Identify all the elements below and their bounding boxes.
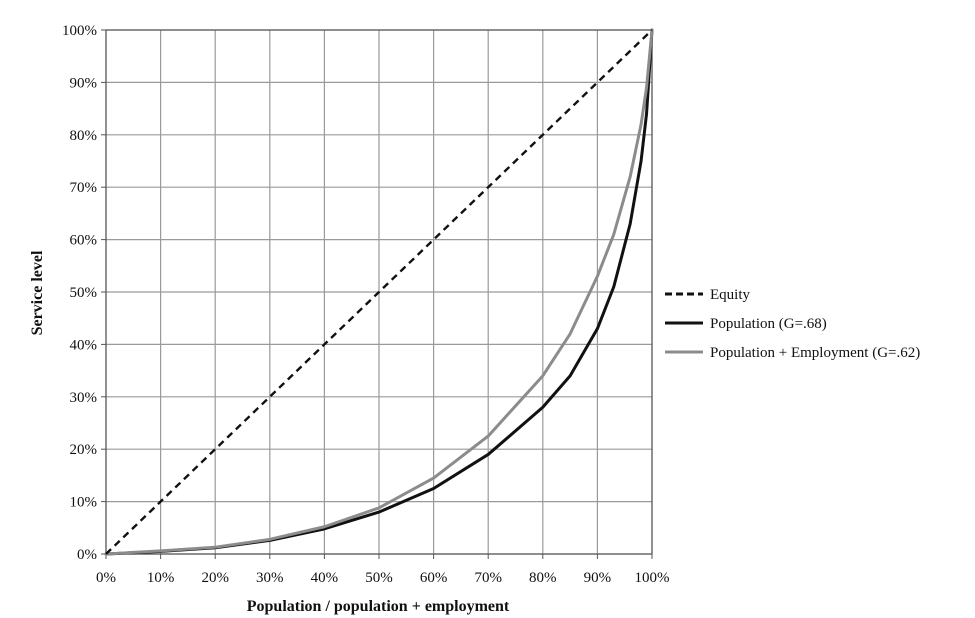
x-tick-label: 20%: [201, 570, 229, 586]
y-tick-label: 0%: [77, 547, 97, 563]
x-tick-label: 10%: [147, 570, 175, 586]
x-tick-label: 70%: [474, 570, 502, 586]
legend-label-2: Population + Employment (G=.62): [710, 345, 920, 361]
y-tick-label: 40%: [70, 337, 98, 353]
x-tick-label: 80%: [529, 570, 557, 586]
series-layer: [104, 28, 654, 556]
x-tick-label: 40%: [311, 570, 339, 586]
y-tick-label: 30%: [70, 390, 98, 406]
y-tick-label: 100%: [62, 23, 97, 39]
legend-label-0: Equity: [710, 287, 750, 303]
legend: Equity Population (G=.68) Population + Emp…: [665, 287, 920, 361]
legend-label-1: Population (G=.68): [710, 316, 827, 332]
y-tick-label: 70%: [70, 180, 98, 196]
x-axis-title: Population / population + employment: [247, 598, 510, 615]
y-axis-ticks: 0% 10% 20% 30% 40% 50% 60% 70% 80% 90% 100%: [62, 23, 106, 563]
series-line-2: [104, 28, 654, 556]
y-tick-label: 80%: [70, 128, 98, 144]
series-line-0: [105, 29, 653, 555]
y-tick-label: 10%: [70, 495, 98, 511]
x-tick-label: 0%: [96, 570, 116, 586]
y-tick-label: 90%: [70, 75, 98, 91]
x-tick-label: 100%: [635, 570, 670, 586]
x-tick-label: 30%: [256, 570, 284, 586]
y-tick-label: 60%: [70, 233, 98, 249]
y-tick-label: 20%: [70, 442, 98, 458]
x-axis-ticks: 0% 10% 20% 30% 40% 50% 60% 70% 80% 90% 100%: [96, 554, 670, 586]
x-tick-label: 50%: [365, 570, 393, 586]
y-tick-label: 50%: [70, 285, 98, 301]
x-tick-label: 90%: [584, 570, 612, 586]
x-tick-label: 60%: [420, 570, 448, 586]
y-axis-title: Service level: [29, 250, 46, 335]
